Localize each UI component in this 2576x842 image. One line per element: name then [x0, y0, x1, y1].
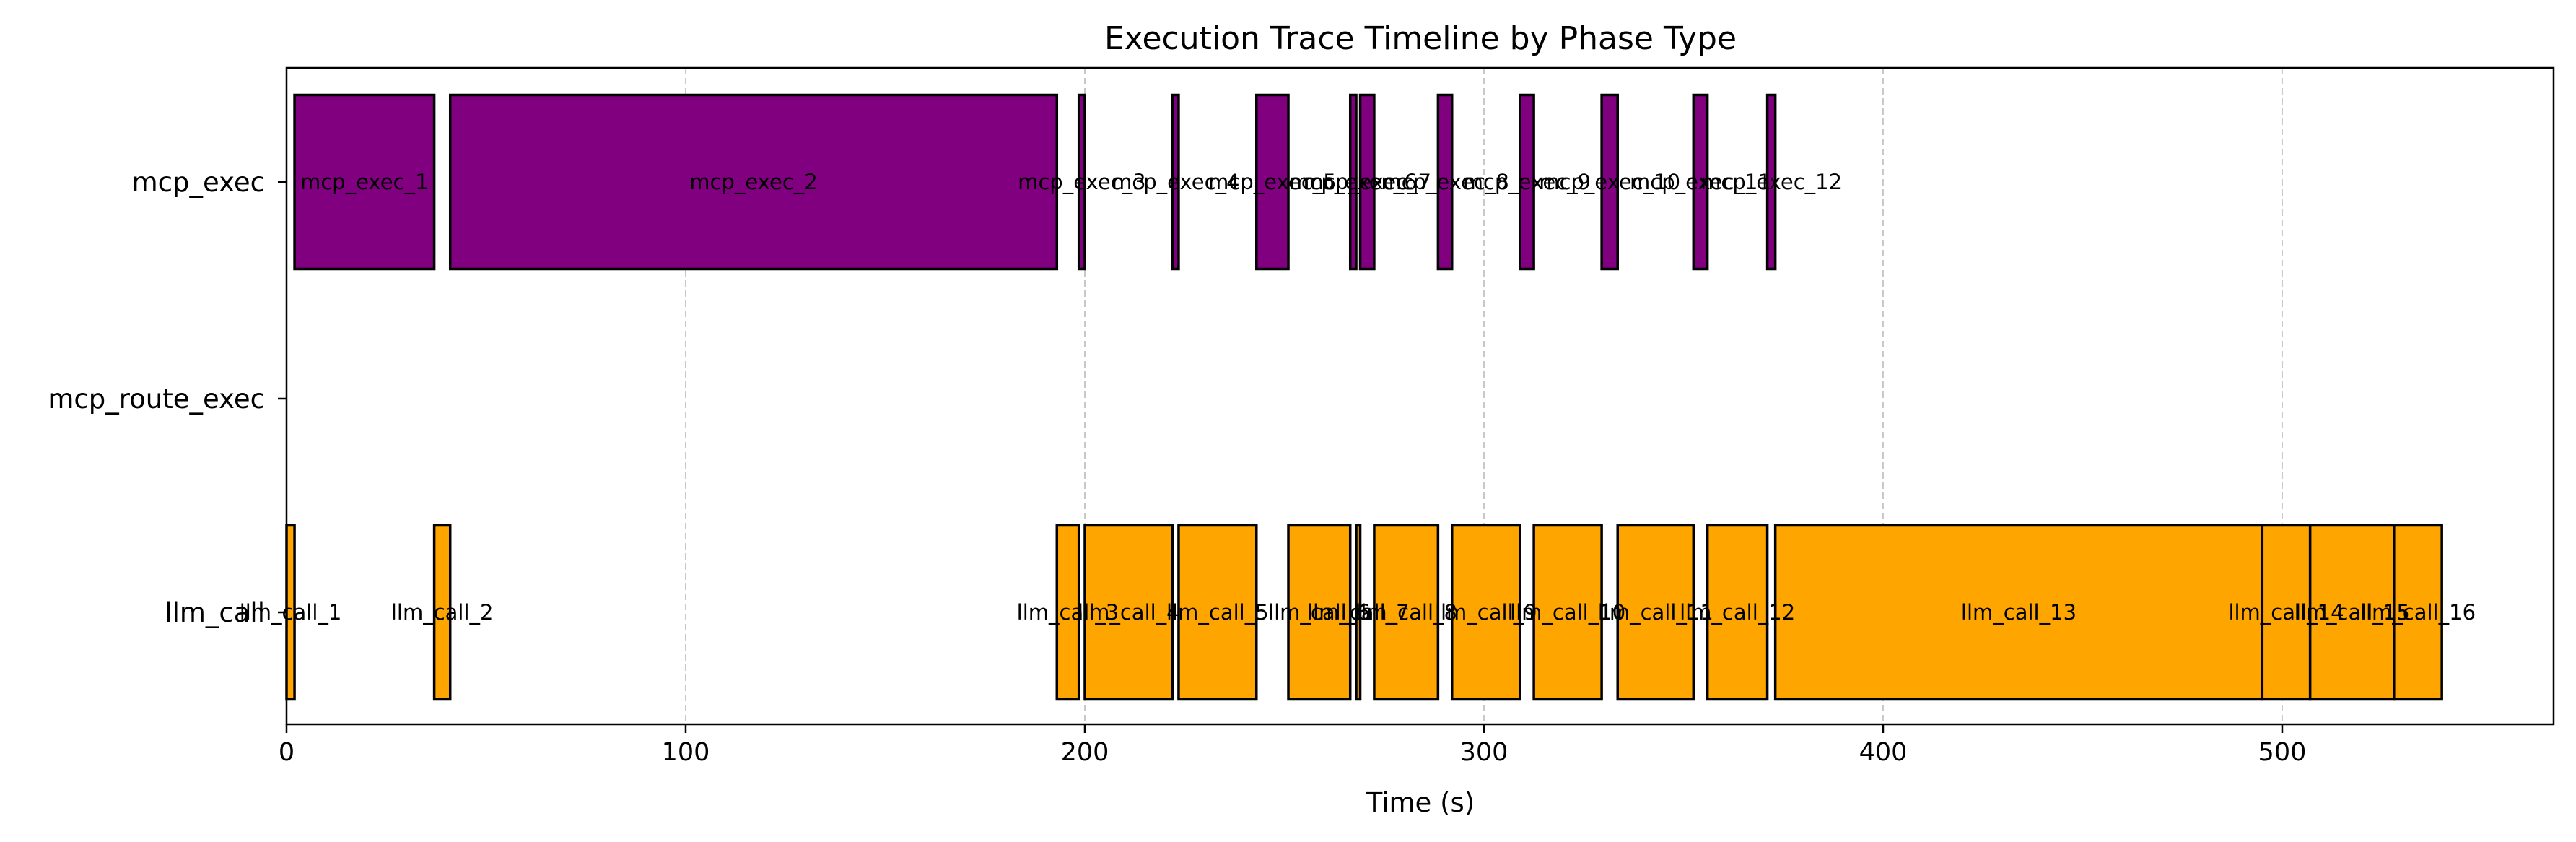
x-tick-label: 100 — [662, 738, 710, 767]
bar-label: mcp_exec_1 — [300, 170, 428, 194]
bar-labels-layer: mcp_exec_1 mcp_exec_2 mcp_exec_3mcp_exec_4… — [240, 170, 2476, 625]
y-tick-label: llm_call — [165, 597, 265, 628]
x-axis: 0 100 200 300 400 500 — [279, 724, 2307, 767]
timeline-bar — [1083, 524, 1174, 701]
timeline-bar — [1436, 93, 1454, 271]
x-tick-label: 300 — [1460, 738, 1509, 767]
y-axis: mcp_exec mcp_route_exec llm_call — [48, 167, 287, 628]
bar-label: mcp_exec_12 — [1700, 170, 1842, 194]
timeline-bar — [448, 93, 1059, 271]
timeline-bar — [1616, 524, 1695, 701]
bar-label: llm_call_14 — [2228, 600, 2344, 625]
bar-label: mcp_exec_6 — [1289, 170, 1417, 194]
timeline-bar — [1355, 524, 1362, 701]
bar-label: llm_call_3 — [1017, 600, 1119, 625]
timeline-bar — [2393, 524, 2443, 701]
bar-label: llm_call_5 — [1166, 600, 1269, 625]
bar-label: llm_call_1 — [240, 600, 342, 625]
timeline-bar — [2308, 524, 2396, 701]
bar-label: mcp_exec_7 — [1304, 170, 1431, 194]
x-tick-label: 400 — [1859, 738, 1908, 767]
timeline-bar — [1255, 93, 1290, 271]
y-tick-label: mcp_exec — [132, 167, 265, 198]
x-axis-label: Time (s) — [1366, 787, 1475, 818]
timeline-bar — [1358, 93, 1376, 271]
bar-label: llm_call_4 — [1078, 600, 1180, 625]
bar-label: llm_call_11 — [1598, 600, 1713, 625]
timeline-bar — [1706, 524, 1769, 701]
bar-label: llm_call_8 — [1355, 600, 1457, 625]
y-tick-label: mcp_route_exec — [48, 383, 265, 415]
timeline-bar — [1177, 524, 1258, 701]
timeline-bar — [1600, 93, 1619, 271]
bar-label: mcp_exec_3 — [1018, 170, 1145, 194]
timeline-bar — [432, 524, 452, 701]
timeline-bar — [1077, 93, 1086, 271]
bar-label: mcp_exec_4 — [1112, 170, 1239, 194]
x-tick-label: 200 — [1061, 738, 1109, 767]
bar-label: mcp_exec_11 — [1630, 170, 1771, 194]
bar-label: mcp_exec_9 — [1463, 170, 1591, 194]
timeline-bar — [1373, 524, 1440, 701]
bar-label: llm_call_16 — [2360, 600, 2476, 625]
bar-label: llm_call_10 — [1510, 600, 1625, 625]
bar-label: mcp_exec_8 — [1381, 170, 1509, 194]
x-tick-label: 0 — [279, 738, 294, 767]
bar-label: llm_call_2 — [391, 600, 494, 625]
bar-label: llm_call_6 — [1268, 600, 1371, 625]
plot-frame — [285, 66, 2555, 726]
chart-title: Execution Trace Timeline by Phase Type — [1104, 20, 1737, 57]
bar-label: llm_call_15 — [2295, 600, 2410, 625]
timeline-bar — [1765, 93, 1777, 271]
timeline-bar — [1518, 93, 1535, 271]
timeline-bar — [1450, 524, 1521, 701]
timeline-bar — [293, 93, 436, 271]
timeline-bar — [1532, 524, 1603, 701]
bar-label: mcp_exec_2 — [689, 170, 817, 194]
timeline-bar — [1692, 93, 1709, 271]
timeline-bar — [1773, 524, 2264, 701]
timeline-bar — [1287, 524, 1352, 701]
timeline-bar — [1171, 93, 1180, 271]
bar-label: mcp_exec_10 — [1539, 170, 1680, 194]
bar-label: llm_call_12 — [1680, 600, 1795, 625]
timeline-bar — [2261, 524, 2312, 701]
x-tick-label: 500 — [2258, 738, 2307, 767]
bar-label: mcp_exec_5 — [1208, 170, 1336, 194]
bar-label: llm_call_13 — [1961, 600, 2077, 625]
bar-label: llm_call_7 — [1307, 600, 1410, 625]
timeline-bar — [1055, 524, 1080, 701]
bars-layer — [285, 93, 2443, 701]
bar-label: llm_call_9 — [1435, 600, 1537, 625]
timeline-bar — [1348, 93, 1358, 271]
